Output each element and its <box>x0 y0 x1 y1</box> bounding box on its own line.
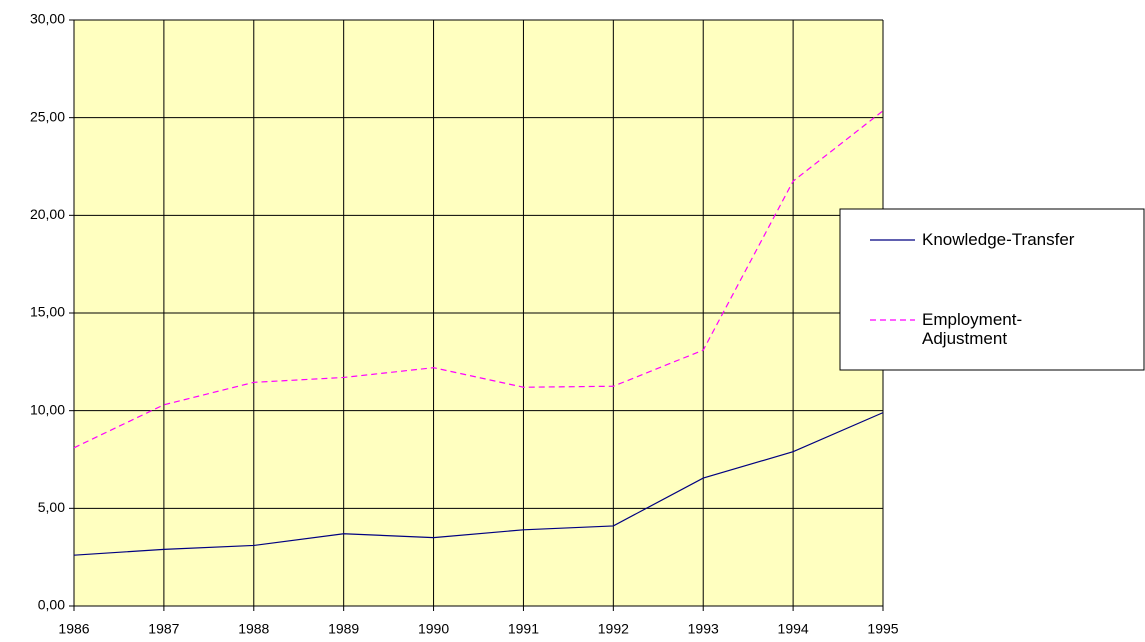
x-tick-label: 1990 <box>418 621 449 637</box>
x-tick-label: 1995 <box>867 621 898 637</box>
legend-label: Employment-Adjustment <box>922 310 1023 348</box>
y-tick-label: 25,00 <box>30 108 65 124</box>
x-tick-label: 1987 <box>148 621 179 637</box>
legend-label: Knowledge-Transfer <box>922 230 1075 249</box>
y-tick-label: 10,00 <box>30 401 65 417</box>
y-tick-label: 0,00 <box>38 597 65 613</box>
series-line <box>73 110 884 449</box>
x-tick-label: 1991 <box>508 621 539 637</box>
y-tick-label: 15,00 <box>30 304 65 320</box>
series-line <box>73 412 884 556</box>
y-tick-label: 30,00 <box>30 11 65 27</box>
x-tick-label: 1993 <box>688 621 719 637</box>
x-tick-label: 1986 <box>58 621 89 637</box>
x-tick-label: 1994 <box>778 621 809 637</box>
x-tick-label: 1992 <box>598 621 629 637</box>
x-tick-label: 1988 <box>238 621 269 637</box>
legend-box <box>839 208 1145 371</box>
y-tick-label: 20,00 <box>30 206 65 222</box>
y-tick-label: 5,00 <box>38 499 65 515</box>
x-tick-label: 1989 <box>328 621 359 637</box>
